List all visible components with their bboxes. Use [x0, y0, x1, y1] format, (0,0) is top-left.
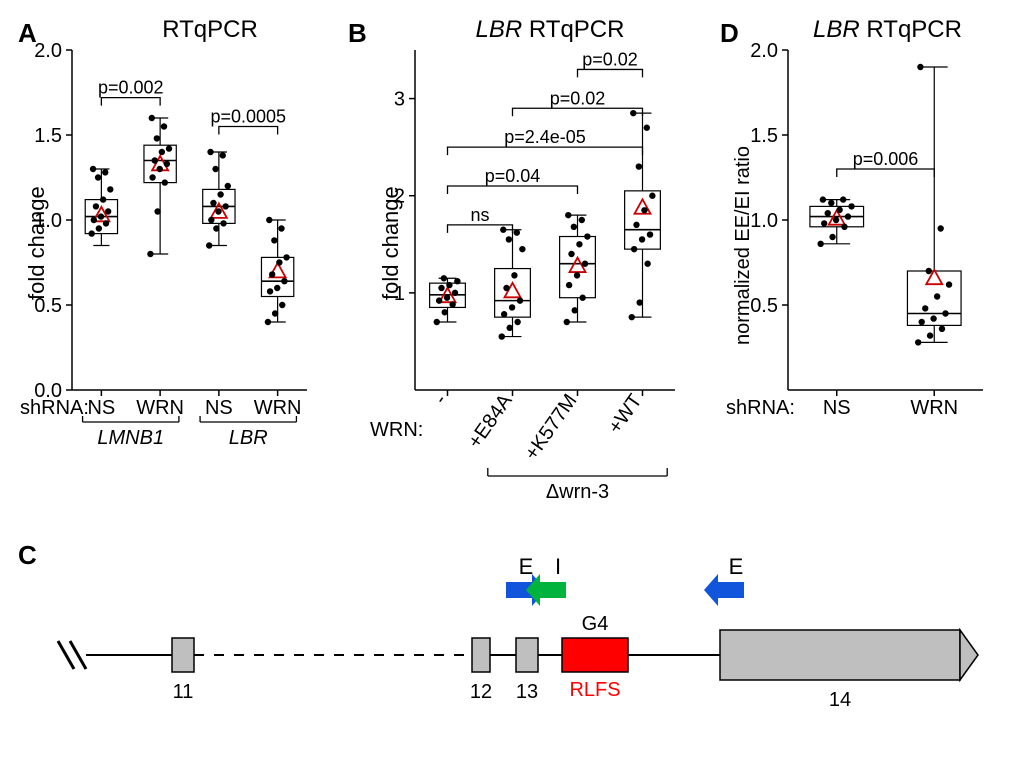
svg-text:WRN: WRN [254, 397, 302, 419]
svg-text:I: I [555, 554, 561, 579]
panel-c-diagram: 11121314G4RLFSEIE [0, 520, 1020, 760]
svg-text:p=0.04: p=0.04 [485, 166, 541, 186]
svg-text:-: - [430, 390, 452, 408]
svg-text:WRN: WRN [136, 397, 184, 419]
svg-text:1.0: 1.0 [34, 210, 62, 232]
svg-text:E: E [519, 554, 534, 579]
svg-text:11: 11 [173, 681, 194, 703]
panel-d-chart: 0.5 1.0 1.5 2.0 p=0.006 NS WRN shRNA: [720, 0, 1020, 520]
svg-text:NS: NS [823, 397, 851, 419]
svg-text:0.5: 0.5 [750, 295, 778, 317]
svg-text:+WT: +WT [604, 390, 647, 438]
svg-text:2.0: 2.0 [750, 40, 778, 62]
svg-text:12: 12 [470, 681, 492, 703]
svg-text:Δwrn-3: Δwrn-3 [546, 481, 609, 503]
svg-text:p=2.4e-05: p=2.4e-05 [504, 127, 586, 147]
svg-text:ns: ns [470, 205, 489, 225]
svg-text:shRNA:: shRNA: [20, 397, 89, 419]
svg-text:WRN: WRN [910, 397, 958, 419]
svg-text:+K577M: +K577M [521, 390, 582, 464]
svg-text:14: 14 [829, 689, 851, 711]
svg-text:shRNA:: shRNA: [726, 397, 795, 419]
svg-text:p=0.006: p=0.006 [853, 149, 919, 169]
svg-text:+E84A: +E84A [464, 390, 517, 453]
svg-text:E: E [729, 554, 744, 579]
svg-text:RLFS: RLFS [569, 679, 620, 701]
svg-text:NS: NS [205, 397, 233, 419]
svg-text:p=0.0005: p=0.0005 [210, 107, 286, 127]
svg-text:NS: NS [87, 397, 115, 419]
svg-text:0.5: 0.5 [34, 295, 62, 317]
svg-text:p=0.02: p=0.02 [582, 49, 638, 69]
svg-text:1: 1 [394, 283, 405, 305]
svg-text:1.5: 1.5 [34, 125, 62, 147]
svg-text:3: 3 [394, 89, 405, 111]
svg-text:G4: G4 [582, 613, 609, 635]
svg-text:p=0.002: p=0.002 [98, 78, 164, 98]
svg-text:1.0: 1.0 [750, 210, 778, 232]
svg-text:2: 2 [394, 186, 405, 208]
svg-text:2.0: 2.0 [34, 40, 62, 62]
panel-a-chart: 0.00.51.01.52.0p=0.002p=0.0005NSWRNNSWRN… [0, 0, 330, 520]
svg-text:LBR: LBR [229, 427, 268, 449]
svg-text:1.5: 1.5 [750, 125, 778, 147]
svg-text:13: 13 [516, 681, 538, 703]
svg-text:p=0.02: p=0.02 [550, 88, 606, 108]
svg-text:LMNB1: LMNB1 [97, 427, 164, 449]
svg-text:WRN:: WRN: [370, 419, 423, 441]
panel-b-chart: 1 2 3 ns p=0.04 p=2.4e-05 p=0.02 p=0.02 -+E84A+K… [340, 0, 710, 520]
